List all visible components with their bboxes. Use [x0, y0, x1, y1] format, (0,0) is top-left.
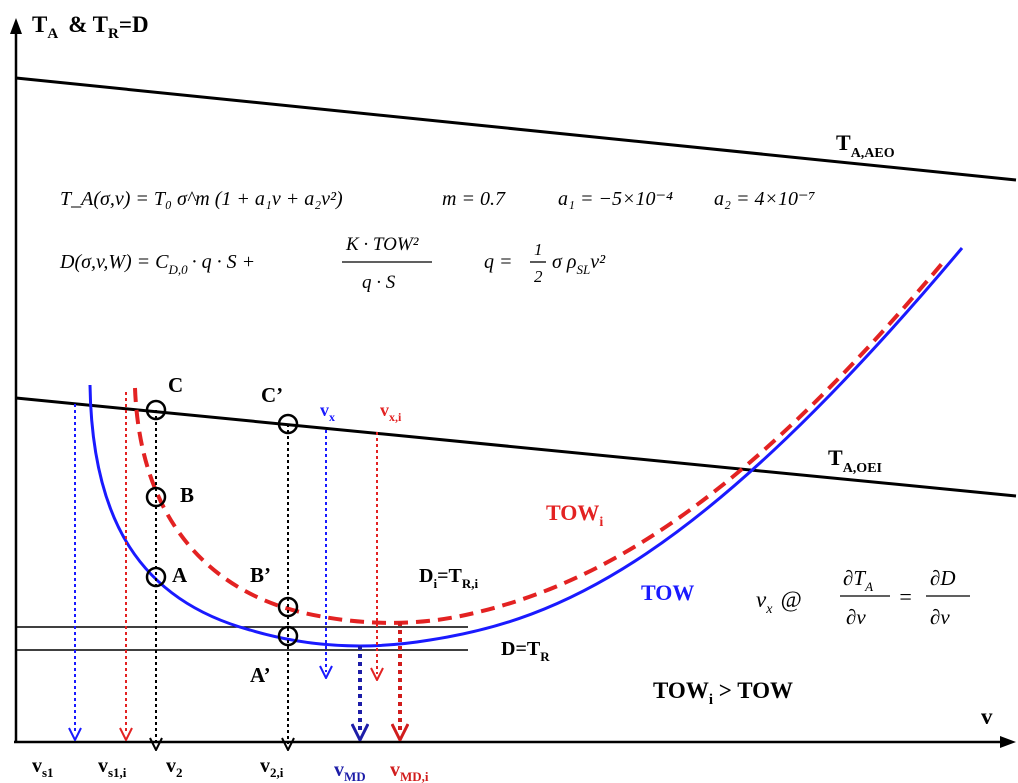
point-a-marker — [145, 566, 167, 588]
point-b-marker — [145, 486, 167, 508]
drag-equation-numerator: K · TOW² — [345, 234, 419, 255]
vx-equals: = — [898, 584, 913, 609]
v2-label: v2 — [166, 755, 183, 780]
q-fraction-num: 1 — [534, 240, 543, 259]
y-axis-title: TA & TR=D — [32, 12, 149, 42]
q-fraction-den: 2 — [534, 267, 543, 286]
drag-equation-lhs: D(σ,v,W) = CD,0 · q · S + — [59, 251, 255, 277]
point-c-prime-label: C’ — [261, 383, 283, 407]
vx-label: vx — [320, 400, 335, 424]
v2i-label: v2,i — [260, 755, 284, 780]
tow-comparison-note: TOWi > TOW — [653, 678, 793, 708]
thrust-aeo-label: TA,AEO — [836, 130, 895, 161]
vx-partial-d: ∂D — [930, 566, 956, 590]
point-c-label: C — [168, 373, 183, 397]
d-label: D=TR — [501, 638, 550, 664]
thrust-oei-label: TA,OEI — [828, 445, 882, 476]
drag-equation-denominator: q · S — [362, 272, 396, 293]
tow-label: TOW — [641, 580, 694, 605]
q-equation-rest: σ ρSLv² — [552, 251, 606, 277]
point-c-marker — [145, 399, 167, 421]
vx-partial-ta: ∂TA — [843, 566, 873, 594]
vmdi-label: vMD,i — [390, 759, 429, 783]
vx-definition-lhs: vx @ — [756, 587, 802, 617]
thrust-oei-line — [15, 396, 1017, 498]
vs1i-label: vs1,i — [98, 755, 127, 780]
point-a-label: A — [172, 563, 188, 587]
vx-partial-v-2: ∂v — [930, 605, 950, 629]
tow-drag-curve — [88, 247, 964, 648]
vxi-label: vx,i — [380, 400, 402, 424]
point-a-prime-marker — [277, 625, 299, 647]
di-label: Di=TR,i — [419, 565, 478, 591]
vx-partial-v-1: ∂v — [846, 605, 866, 629]
point-b-prime-label: B’ — [250, 563, 271, 587]
thrust-m-value: m = 0.7 — [442, 188, 506, 210]
towi-label: TOWi — [546, 500, 603, 530]
vs1-label: vs1 — [32, 755, 54, 780]
y-axis-arrow-icon — [10, 18, 22, 34]
x-axis-arrow-icon — [1000, 736, 1016, 748]
point-b-prime-marker — [277, 596, 299, 618]
vmd-label: vMD — [334, 759, 366, 783]
thrust-equation: T_A(σ,v) = T₀ σ^m (1 + a₁v + a₂v²) — [60, 188, 343, 210]
x-axis-title: v — [981, 704, 993, 729]
point-a-prime-label: A’ — [250, 663, 271, 687]
point-c-prime-marker — [277, 413, 299, 435]
thrust-a1-value: a₁ = −5×10⁻⁴ — [558, 188, 673, 210]
thrust-a2-value: a₂ = 4×10⁻⁷ — [714, 188, 816, 210]
q-equation-lhs: q = — [484, 251, 513, 273]
point-b-label: B — [180, 483, 194, 507]
towi-drag-curve — [133, 258, 947, 625]
thrust-aeo-line — [15, 76, 1017, 182]
